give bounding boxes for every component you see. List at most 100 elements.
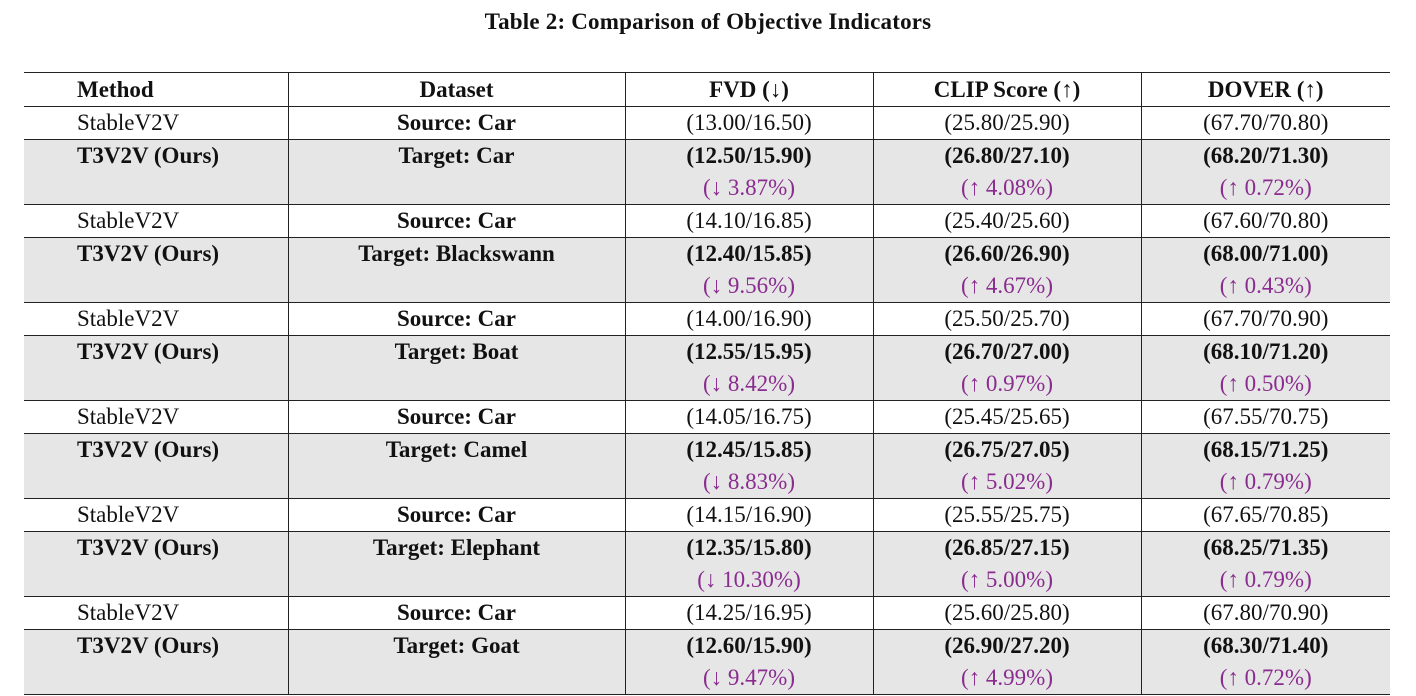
cell-fvd: (13.00/16.50) bbox=[624, 106, 873, 140]
table-row-ours: T3V2V (Ours) Target: Blackswann (12.40/1… bbox=[24, 237, 1390, 303]
cell-dover: (68.20/71.30) (↑ 0.72%) bbox=[1140, 139, 1390, 205]
cell-dataset: Target: Goat bbox=[287, 629, 625, 695]
value-dover: (68.15/71.25) bbox=[1203, 437, 1329, 462]
table-row-baseline: StableV2V Source: Car (13.00/16.50) (25.… bbox=[24, 106, 1390, 140]
cell-clip-score: (25.40/25.60) bbox=[872, 204, 1141, 238]
delta-clip-score: (↑ 0.97%) bbox=[961, 371, 1053, 396]
cell-fvd: (12.50/15.90) (↓ 3.87%) bbox=[624, 139, 873, 205]
value-clip-score: (26.85/27.15) bbox=[944, 535, 1070, 560]
cell-dover: (67.70/70.80) bbox=[1140, 106, 1390, 140]
cell-dover: (68.00/71.00) (↑ 0.43%) bbox=[1140, 237, 1390, 303]
delta-fvd: (↓ 10.30%) bbox=[697, 567, 801, 592]
cell-clip-score: (25.60/25.80) bbox=[872, 596, 1141, 630]
cell-dover: (68.30/71.40) (↑ 0.72%) bbox=[1140, 629, 1390, 695]
cell-clip-score: (26.70/27.00) (↑ 0.97%) bbox=[872, 335, 1141, 401]
cell-method: StableV2V bbox=[24, 106, 288, 140]
delta-dover: (↑ 0.43%) bbox=[1219, 273, 1312, 298]
value-fvd: (12.60/15.90) bbox=[686, 633, 812, 658]
cell-clip-score: (26.60/26.90) (↑ 4.67%) bbox=[872, 237, 1141, 303]
table-caption: Table 2: Comparison of Objective Indicat… bbox=[484, 9, 932, 34]
table-row-baseline: StableV2V Source: Car (14.10/16.85) (25.… bbox=[24, 204, 1390, 238]
cell-dataset: Source: Car bbox=[287, 302, 625, 336]
value-dover: (68.10/71.20) bbox=[1203, 339, 1329, 364]
cell-dover: (67.60/70.80) bbox=[1140, 204, 1390, 238]
cell-fvd: (12.40/15.85) (↓ 9.56%) bbox=[624, 237, 873, 303]
cell-fvd: (14.05/16.75) bbox=[624, 400, 873, 434]
cell-clip-score: (26.90/27.20) (↑ 4.99%) bbox=[872, 629, 1141, 695]
delta-fvd: (↓ 3.87%) bbox=[703, 175, 795, 200]
cell-dover: (67.80/70.90) bbox=[1140, 596, 1390, 630]
cell-dover: (68.10/71.20) (↑ 0.50%) bbox=[1140, 335, 1390, 401]
value-clip-score: (26.90/27.20) bbox=[944, 633, 1070, 658]
delta-clip-score: (↑ 5.02%) bbox=[961, 469, 1053, 494]
cell-fvd: (12.35/15.80) (↓ 10.30%) bbox=[624, 531, 873, 597]
header-dataset: Dataset bbox=[287, 72, 625, 107]
cell-method: StableV2V bbox=[24, 596, 288, 630]
cell-dataset: Source: Car bbox=[287, 400, 625, 434]
cell-fvd: (14.15/16.90) bbox=[624, 498, 873, 532]
table-row-baseline: StableV2V Source: Car (14.05/16.75) (25.… bbox=[24, 400, 1390, 434]
delta-clip-score: (↑ 4.99%) bbox=[961, 665, 1053, 690]
cell-dataset: Source: Car bbox=[287, 596, 625, 630]
cell-clip-score: (25.80/25.90) bbox=[872, 106, 1141, 140]
cell-fvd: (14.00/16.90) bbox=[624, 302, 873, 336]
cell-dover: (68.15/71.25) (↑ 0.79%) bbox=[1140, 433, 1390, 499]
table-row-ours: T3V2V (Ours) Target: Car (12.50/15.90) (↓… bbox=[24, 139, 1390, 205]
cell-dataset: Target: Elephant bbox=[287, 531, 625, 597]
header-row: Method Dataset FVD (↓) CLIP Score (↑) DO… bbox=[24, 72, 1390, 107]
delta-clip-score: (↑ 4.08%) bbox=[961, 175, 1053, 200]
table-row-ours: T3V2V (Ours) Target: Camel (12.45/15.85)… bbox=[24, 433, 1390, 499]
value-clip-score: (26.75/27.05) bbox=[944, 437, 1070, 462]
table-row-ours: T3V2V (Ours) Target: Boat (12.55/15.95)(… bbox=[24, 335, 1390, 401]
cell-method: T3V2V (Ours) bbox=[24, 335, 288, 401]
value-clip-score: (26.60/26.90) bbox=[944, 241, 1070, 266]
cell-method: StableV2V bbox=[24, 498, 288, 532]
delta-dover: (↑ 0.72%) bbox=[1219, 175, 1312, 200]
cell-clip-score: (25.50/25.70) bbox=[872, 302, 1141, 336]
table-row-baseline: StableV2V Source: Car (14.25/16.95) (25.… bbox=[24, 596, 1390, 630]
cell-dataset: Target: Boat bbox=[287, 335, 625, 401]
cell-method: StableV2V bbox=[24, 400, 288, 434]
value-fvd: (12.50/15.90) bbox=[686, 143, 812, 168]
cell-dover: (68.25/71.35) (↑ 0.79%) bbox=[1140, 531, 1390, 597]
delta-dover: (↑ 0.50%) bbox=[1219, 371, 1312, 396]
cell-dataset: Target: Car bbox=[287, 139, 625, 205]
comparison-table: Method Dataset FVD (↓) CLIP Score (↑) DO… bbox=[24, 72, 1390, 695]
cell-fvd: (14.10/16.85) bbox=[624, 204, 873, 238]
delta-fvd: (↓ 9.56%) bbox=[703, 273, 795, 298]
value-fvd: (12.40/15.85) bbox=[686, 241, 812, 266]
cell-method: T3V2V (Ours) bbox=[24, 433, 288, 499]
value-dover: (68.30/71.40) bbox=[1203, 633, 1329, 658]
cell-method: StableV2V bbox=[24, 204, 288, 238]
cell-method: T3V2V (Ours) bbox=[24, 531, 288, 597]
value-dover: (68.25/71.35) bbox=[1203, 535, 1329, 560]
cell-fvd: (12.60/15.90) (↓ 9.47%) bbox=[624, 629, 873, 695]
cell-fvd: (12.55/15.95) (↓ 8.42%) bbox=[624, 335, 873, 401]
table-row-ours: T3V2V (Ours) Target: Goat (12.60/15.90)(… bbox=[24, 629, 1390, 695]
cell-clip-score: (25.45/25.65) bbox=[872, 400, 1141, 434]
cell-clip-score: (26.80/27.10) (↑ 4.08%) bbox=[872, 139, 1141, 205]
value-clip-score: (26.80/27.10) bbox=[944, 143, 1070, 168]
header-dover: DOVER (↑) bbox=[1140, 72, 1390, 107]
cell-fvd: (14.25/16.95) bbox=[624, 596, 873, 630]
cell-dataset: Target: Camel bbox=[287, 433, 625, 499]
cell-method: StableV2V bbox=[24, 302, 288, 336]
table-row-ours: T3V2V (Ours) Target: Elephant (12.35/15.… bbox=[24, 531, 1390, 597]
cell-dataset: Source: Car bbox=[287, 106, 625, 140]
delta-clip-score: (↑ 5.00%) bbox=[961, 567, 1053, 592]
table-row-baseline: StableV2V Source: Car (14.00/16.90) (25.… bbox=[24, 302, 1390, 336]
value-clip-score: (26.70/27.00) bbox=[944, 339, 1070, 364]
cell-dataset: Target: Blackswann bbox=[287, 237, 625, 303]
cell-clip-score: (26.75/27.05) (↑ 5.02%) bbox=[872, 433, 1141, 499]
cell-clip-score: (26.85/27.15) (↑ 5.00%) bbox=[872, 531, 1141, 597]
cell-dataset: Source: Car bbox=[287, 498, 625, 532]
cell-clip-score: (25.55/25.75) bbox=[872, 498, 1141, 532]
value-fvd: (12.45/15.85) bbox=[686, 437, 812, 462]
delta-clip-score: (↑ 4.67%) bbox=[961, 273, 1053, 298]
delta-fvd: (↓ 8.83%) bbox=[703, 469, 795, 494]
cell-dover: (67.70/70.90) bbox=[1140, 302, 1390, 336]
delta-fvd: (↓ 9.47%) bbox=[703, 665, 795, 690]
value-fvd: (12.35/15.80) bbox=[686, 535, 812, 560]
delta-dover: (↑ 0.79%) bbox=[1219, 567, 1312, 592]
cell-method: T3V2V (Ours) bbox=[24, 629, 288, 695]
